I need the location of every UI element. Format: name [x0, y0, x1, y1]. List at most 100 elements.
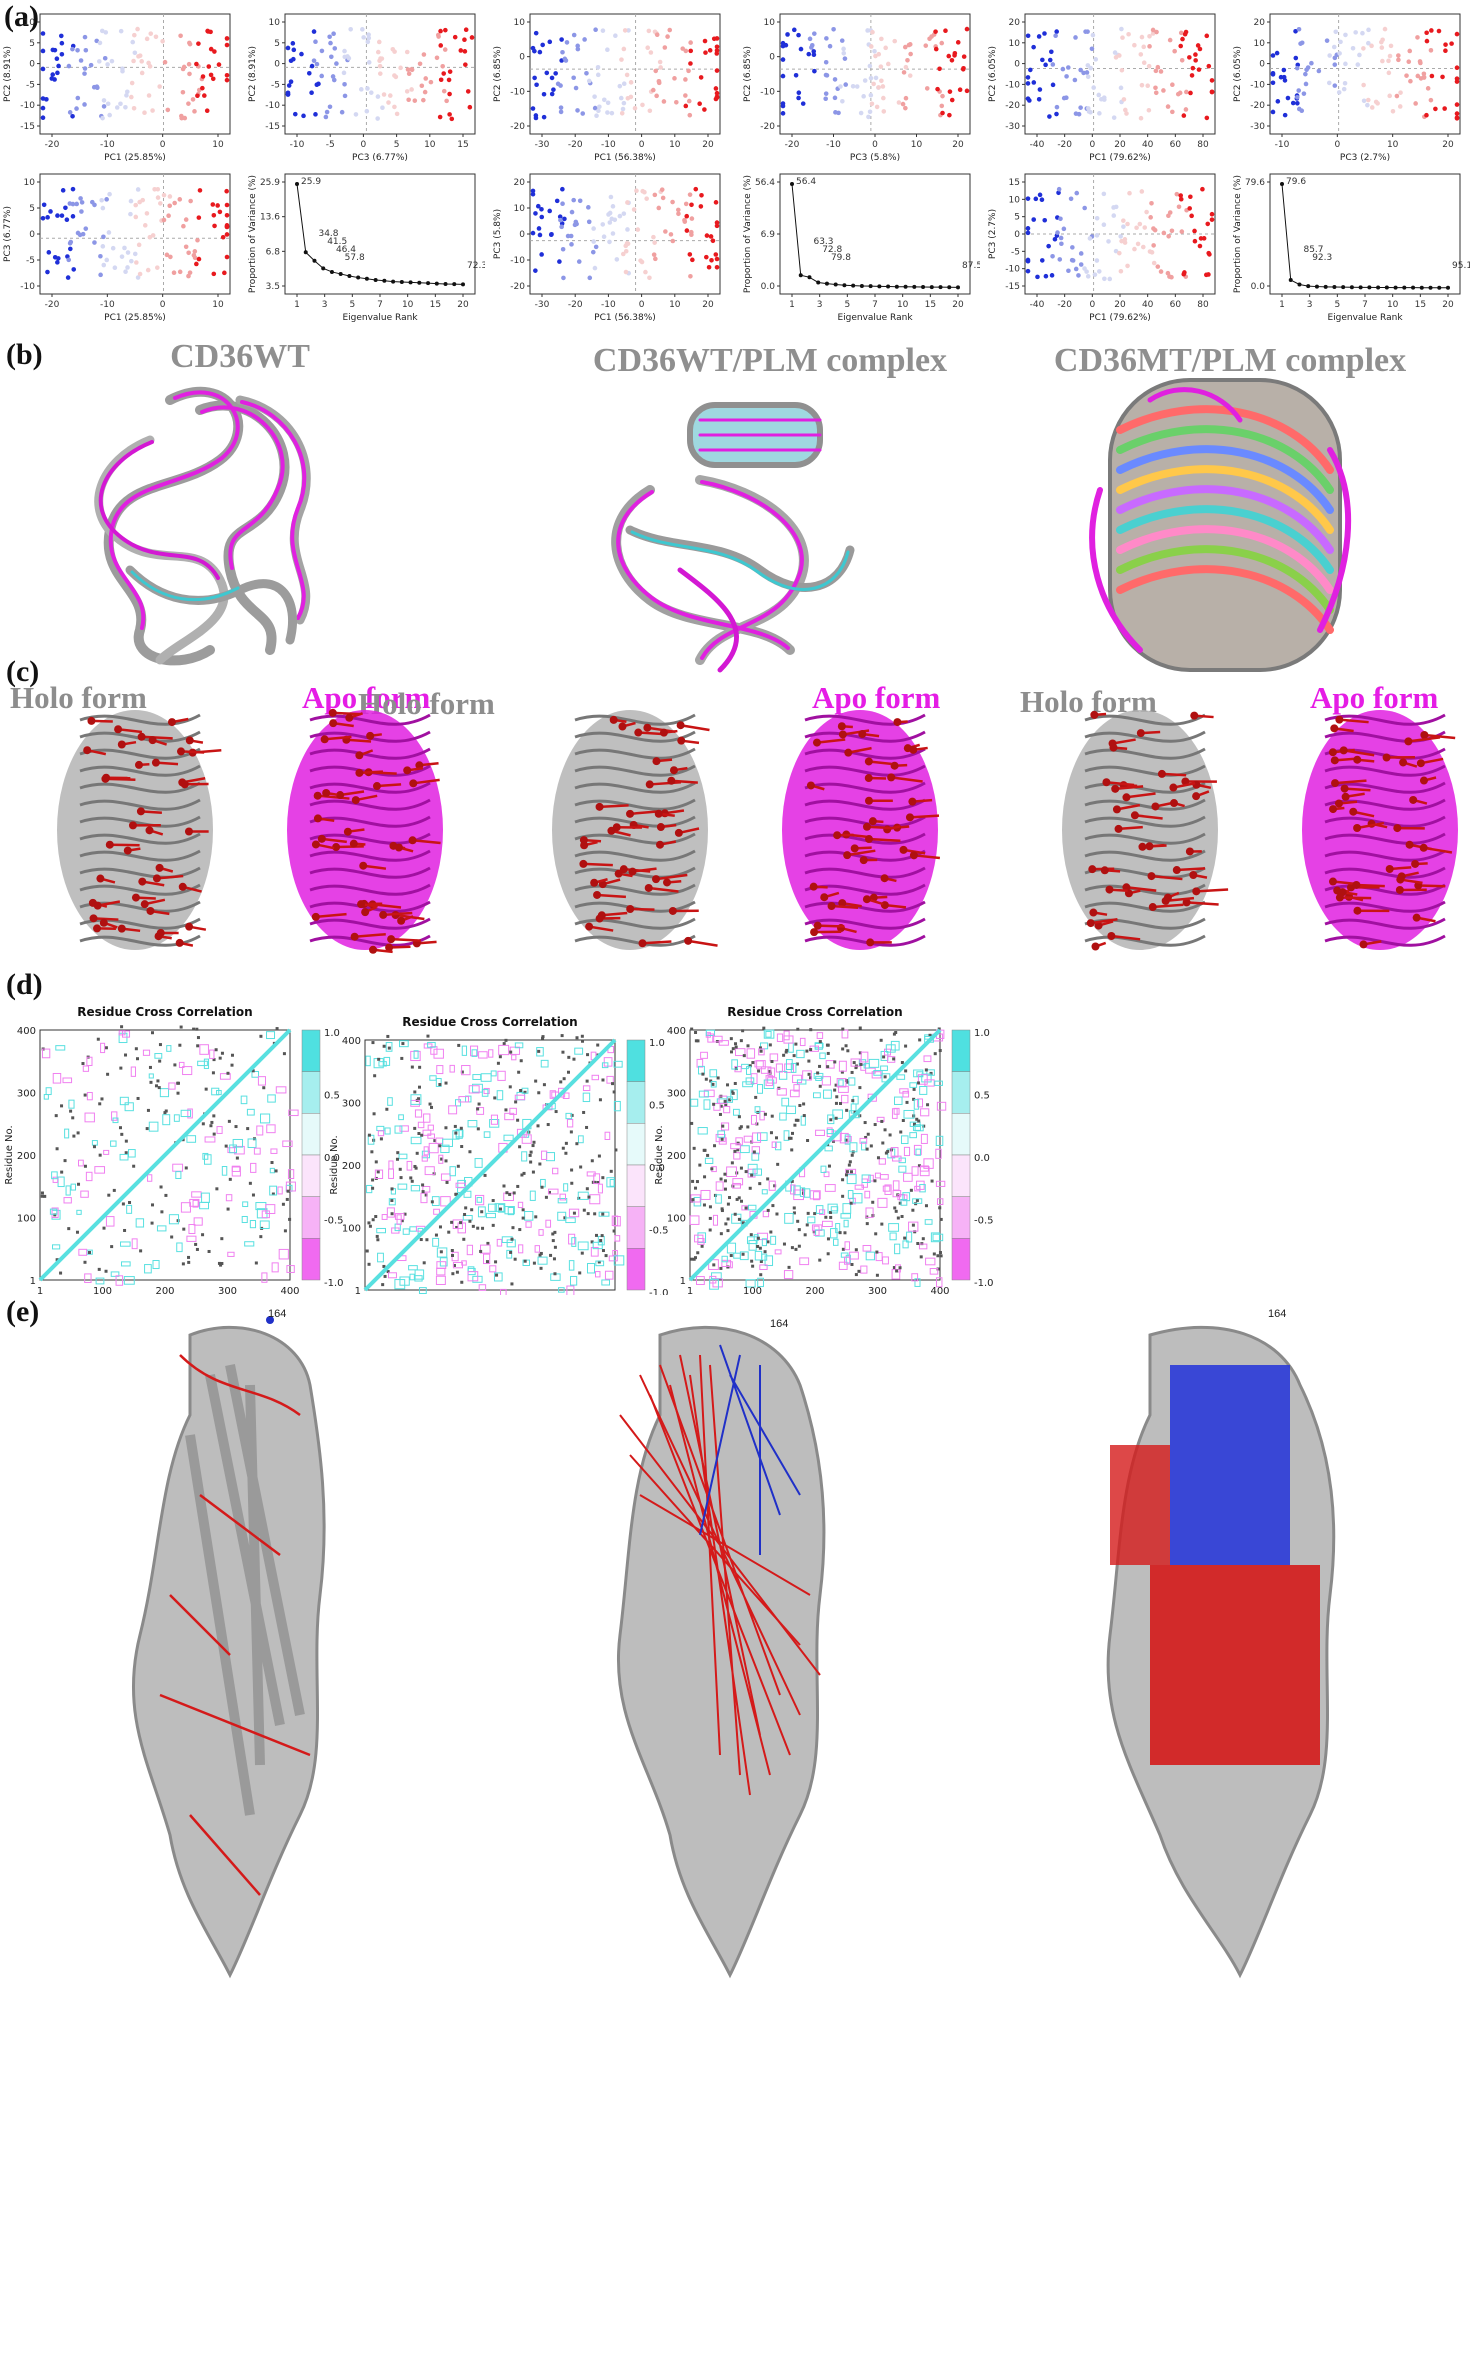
contour-line: [741, 1252, 745, 1256]
x-axis-label: PC1 (79.62%): [1089, 313, 1151, 323]
correlation-contour: [696, 1058, 704, 1068]
scatter-point: [177, 197, 183, 202]
scatter-point: [553, 71, 558, 76]
scatter-point: [619, 57, 624, 62]
motion-arrow: [866, 825, 893, 830]
contour-line: [567, 1055, 571, 1059]
scatter-point: [366, 60, 372, 65]
motion-arrow: [649, 780, 682, 786]
scatter-point: [124, 93, 129, 98]
contour-line: [924, 1204, 928, 1208]
scatter-point: [640, 102, 645, 108]
contour-line: [288, 1217, 292, 1221]
contour-line: [926, 1103, 930, 1107]
motion-arrow: [1106, 780, 1135, 787]
scatter-point: [1189, 73, 1195, 78]
correlation-contour: [568, 1260, 575, 1271]
correlation-contour: [783, 1030, 790, 1041]
scatter-point: [70, 186, 76, 192]
arrow-head: [1405, 840, 1414, 849]
arrow-head: [1147, 872, 1156, 881]
scatter-point: [342, 48, 347, 54]
contour-line: [537, 1091, 541, 1095]
y-tick-label: 5: [29, 204, 35, 214]
correlation-contour: [498, 1044, 510, 1056]
scatter-point: [1294, 94, 1300, 100]
scatter-point: [206, 64, 212, 69]
correlation-contour: [558, 1287, 565, 1293]
motion-arrow: [687, 939, 718, 947]
scatter-point: [707, 48, 713, 53]
arrow-head: [394, 843, 403, 852]
scatter-point: [353, 112, 359, 117]
correlation-contour: [726, 1261, 733, 1269]
contour-line: [382, 1044, 386, 1048]
scatter-point: [823, 59, 829, 65]
scatter-point: [592, 265, 598, 271]
contour-line: [749, 1233, 753, 1237]
scatter-point: [686, 98, 692, 104]
arrow-head: [136, 807, 145, 816]
scatter-point: [394, 111, 400, 117]
scatter-point: [586, 78, 592, 84]
scatter-point: [438, 77, 444, 83]
scatter-point: [1068, 196, 1074, 202]
arrow-head: [864, 796, 873, 805]
scatter-point: [1309, 60, 1314, 66]
scatter-point: [1382, 26, 1388, 32]
scatter-point: [1078, 262, 1084, 267]
scatter-point: [530, 191, 536, 197]
correlation-contour: [424, 1166, 435, 1176]
correlation-contour: [861, 1174, 871, 1184]
arrow-head: [167, 718, 176, 727]
dccm-x-tick: 200: [805, 1286, 824, 1295]
correlation-contour: [118, 1030, 126, 1036]
scatter-point: [40, 115, 46, 121]
scatter-point: [1037, 87, 1043, 92]
contour-line: [176, 1091, 180, 1095]
contour-line: [690, 1257, 694, 1261]
correlation-contour: [148, 1121, 159, 1132]
contour-line: [854, 1248, 858, 1252]
scatter-point: [412, 98, 418, 103]
scatter-point: [955, 40, 961, 45]
scatter-point: [547, 39, 553, 45]
contour-line: [182, 1227, 186, 1231]
contour-line: [390, 1187, 394, 1191]
scatter-point: [714, 68, 720, 73]
contour-line: [597, 1154, 601, 1158]
correlation-contour: [914, 1124, 924, 1132]
scatter-point: [662, 45, 668, 50]
scatter-point: [1415, 35, 1420, 40]
scatter-point: [133, 202, 139, 208]
correlation-contour: [147, 1174, 153, 1182]
scatter-point: [573, 219, 579, 225]
arrow-head: [1100, 866, 1109, 875]
scatter-point: [290, 41, 296, 46]
contour-line: [215, 1187, 219, 1191]
ribbon: [79, 815, 201, 828]
ribbon: [79, 764, 201, 777]
contour-line: [531, 1170, 535, 1174]
scatter-point: [132, 32, 137, 38]
correlation-contour: [470, 1045, 479, 1057]
contour-line: [894, 1209, 898, 1213]
y-axis-label: Proportion of Variance (%): [743, 175, 753, 293]
contour-line: [40, 1191, 44, 1195]
contour-line: [184, 1166, 188, 1170]
contour-line: [802, 1102, 806, 1106]
x-tick-label: -20: [1057, 140, 1072, 150]
correlation-contour: [232, 1138, 244, 1148]
y-tick-label: 25.9: [260, 178, 280, 188]
scatter-point: [105, 101, 111, 107]
correlation-contour: [76, 1209, 82, 1215]
colorbar-segment: [626, 1206, 646, 1249]
correlation-contour: [410, 1094, 422, 1105]
scatter-point: [1360, 30, 1365, 36]
contour-line: [194, 1242, 198, 1246]
scatter-point: [142, 223, 148, 228]
x-axis-label: Eigenvalue Rank: [837, 313, 913, 323]
scatter-point: [166, 213, 171, 219]
correlation-contour: [743, 1135, 753, 1143]
correlation-contour: [935, 1180, 946, 1187]
